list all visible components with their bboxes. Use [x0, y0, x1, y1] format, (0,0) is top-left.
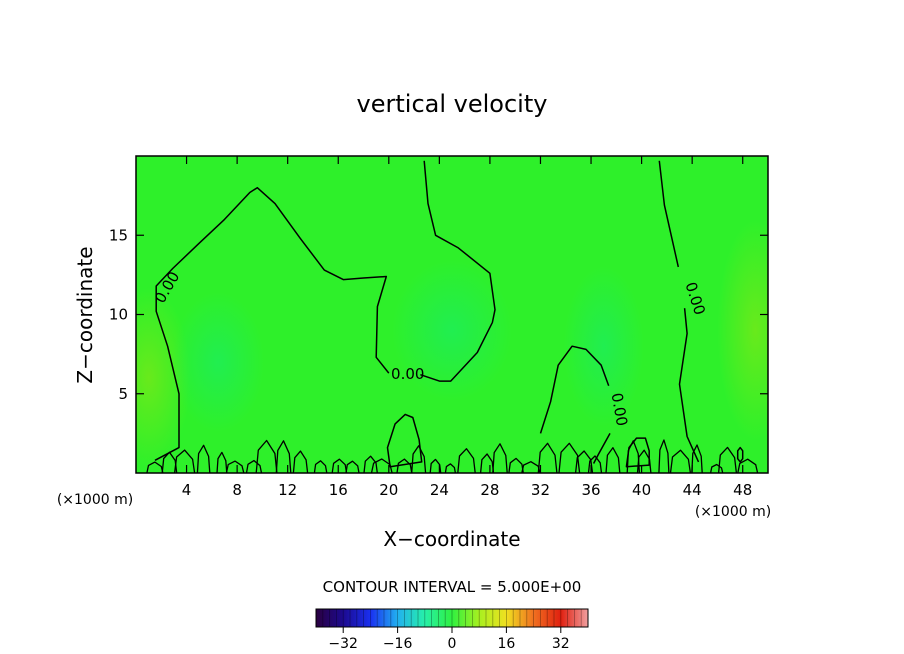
contour-surface-wiggle: [292, 450, 309, 473]
x-tick-label: 36: [581, 481, 600, 499]
contour-surface-wiggle: [429, 458, 442, 473]
y-axis-unit: (×1000 m): [57, 492, 133, 508]
x-tick-label: 32: [531, 481, 550, 499]
contour-line-zero: [420, 160, 496, 382]
x-axis-title: X−coordinate: [383, 527, 520, 551]
x-tick-label: 16: [329, 481, 348, 499]
field-tint: [563, 266, 644, 427]
colorbar-tick-label: −32: [328, 636, 358, 652]
x-tick-label: 28: [480, 481, 499, 499]
contour-surface-wiggle: [717, 446, 738, 473]
contour-surface-wiggle: [669, 449, 692, 473]
field-tint: [172, 292, 265, 433]
field-tint: [392, 260, 512, 401]
contour-surface-wiggle: [370, 458, 393, 473]
contour-surface-wiggle: [396, 458, 413, 473]
x-tick-label: 44: [683, 481, 702, 499]
contour-line-zero: [678, 308, 700, 463]
colorbar-divisions: [322, 609, 582, 627]
y-tick-label: 10: [109, 306, 128, 324]
contour-surface-wiggle: [605, 447, 621, 473]
x-tick-label: 8: [232, 481, 242, 499]
contour-surface-wiggle: [331, 458, 348, 473]
contour-surface-wiggle: [709, 463, 724, 473]
contour-surface-wiggle: [313, 460, 328, 473]
contour-surface-wiggle: [444, 463, 457, 473]
x-tick-label: 48: [733, 481, 752, 499]
contour-surface-wiggle: [636, 449, 652, 473]
contour-interval-label: CONTOUR INTERVAL = 5.000E+00: [323, 578, 582, 596]
colorbar-scale: [316, 609, 588, 627]
x-tick-label: 24: [430, 481, 449, 499]
contour-surface-wiggle: [216, 451, 228, 473]
x-axis-ticks: 4 8 12 16 20 24 28 32 36 40 44 48: [182, 156, 752, 499]
colorbar-tick-label: −16: [383, 636, 413, 652]
x-tick-label: 20: [379, 481, 398, 499]
contour-line-zero: [154, 186, 390, 461]
contour-surface-wiggle: [492, 443, 508, 473]
contour-label: 0.00: [608, 392, 632, 428]
contour-surface-wiggle: [225, 460, 245, 473]
contour-surface-wiggle: [691, 444, 703, 473]
colorbar-ticks: −32 −16 0 16 32: [328, 627, 570, 652]
contour-surface-wiggle: [658, 439, 670, 473]
colorbar-tick-label: 0: [448, 636, 457, 652]
y-axis-title: Z−coordinate: [73, 246, 97, 383]
contour-loop: [736, 446, 744, 463]
x-tick-label: 4: [182, 481, 192, 499]
contour-surface-wiggle: [558, 442, 581, 473]
contour-surface-wiggle: [457, 448, 476, 473]
y-tick-label: 5: [118, 385, 128, 403]
contour-surface-wiggle: [275, 440, 292, 473]
contour-line-zero: [592, 433, 611, 464]
contour-surface-wiggle: [587, 455, 603, 473]
contour-lines: [146, 160, 759, 473]
x-axis-unit: (×1000 m): [695, 504, 771, 520]
contour-line-zero: [658, 160, 680, 268]
colorbar-tick-label: 32: [552, 636, 570, 652]
contour-loop: [625, 437, 650, 468]
y-tick-label: 15: [109, 226, 128, 244]
x-tick-label: 40: [632, 481, 651, 499]
contour-surface-wiggle: [411, 445, 427, 473]
contour-surface-wiggle: [345, 460, 360, 473]
contour-surface-wiggle: [255, 439, 278, 473]
contour-surface-wiggle: [574, 450, 594, 473]
contour-loop: [386, 413, 423, 468]
contour-surface-wiggle: [537, 442, 558, 473]
contour-surface-wiggle: [245, 459, 263, 473]
contour-surface-wiggle: [479, 453, 495, 473]
colorbar: −32 −16 0 16 32: [315, 608, 589, 652]
x-tick-label: 12: [278, 481, 297, 499]
contour-label: 0.00: [391, 365, 424, 383]
field-tint: [717, 220, 768, 441]
contour-surface-wiggle: [196, 444, 211, 473]
contour-surface-wiggle: [508, 457, 524, 473]
colorbar-tick-label: 16: [497, 636, 515, 652]
contour-surface-wiggle: [737, 458, 759, 473]
contour-surface-wiggle: [146, 461, 164, 473]
contour-line-zero: [539, 345, 610, 434]
contour-surface-wiggle: [363, 455, 378, 473]
y-axis-ticks: 5 10 15: [109, 226, 768, 403]
field-shading: [136, 220, 768, 468]
contour-surface-wiggle: [173, 449, 196, 473]
plot-area: 0.000.000.000.00 4 8 12 16 20 24 28 32 36 40 44 48 …: [109, 155, 769, 499]
chart-title: vertical velocity: [357, 90, 548, 118]
